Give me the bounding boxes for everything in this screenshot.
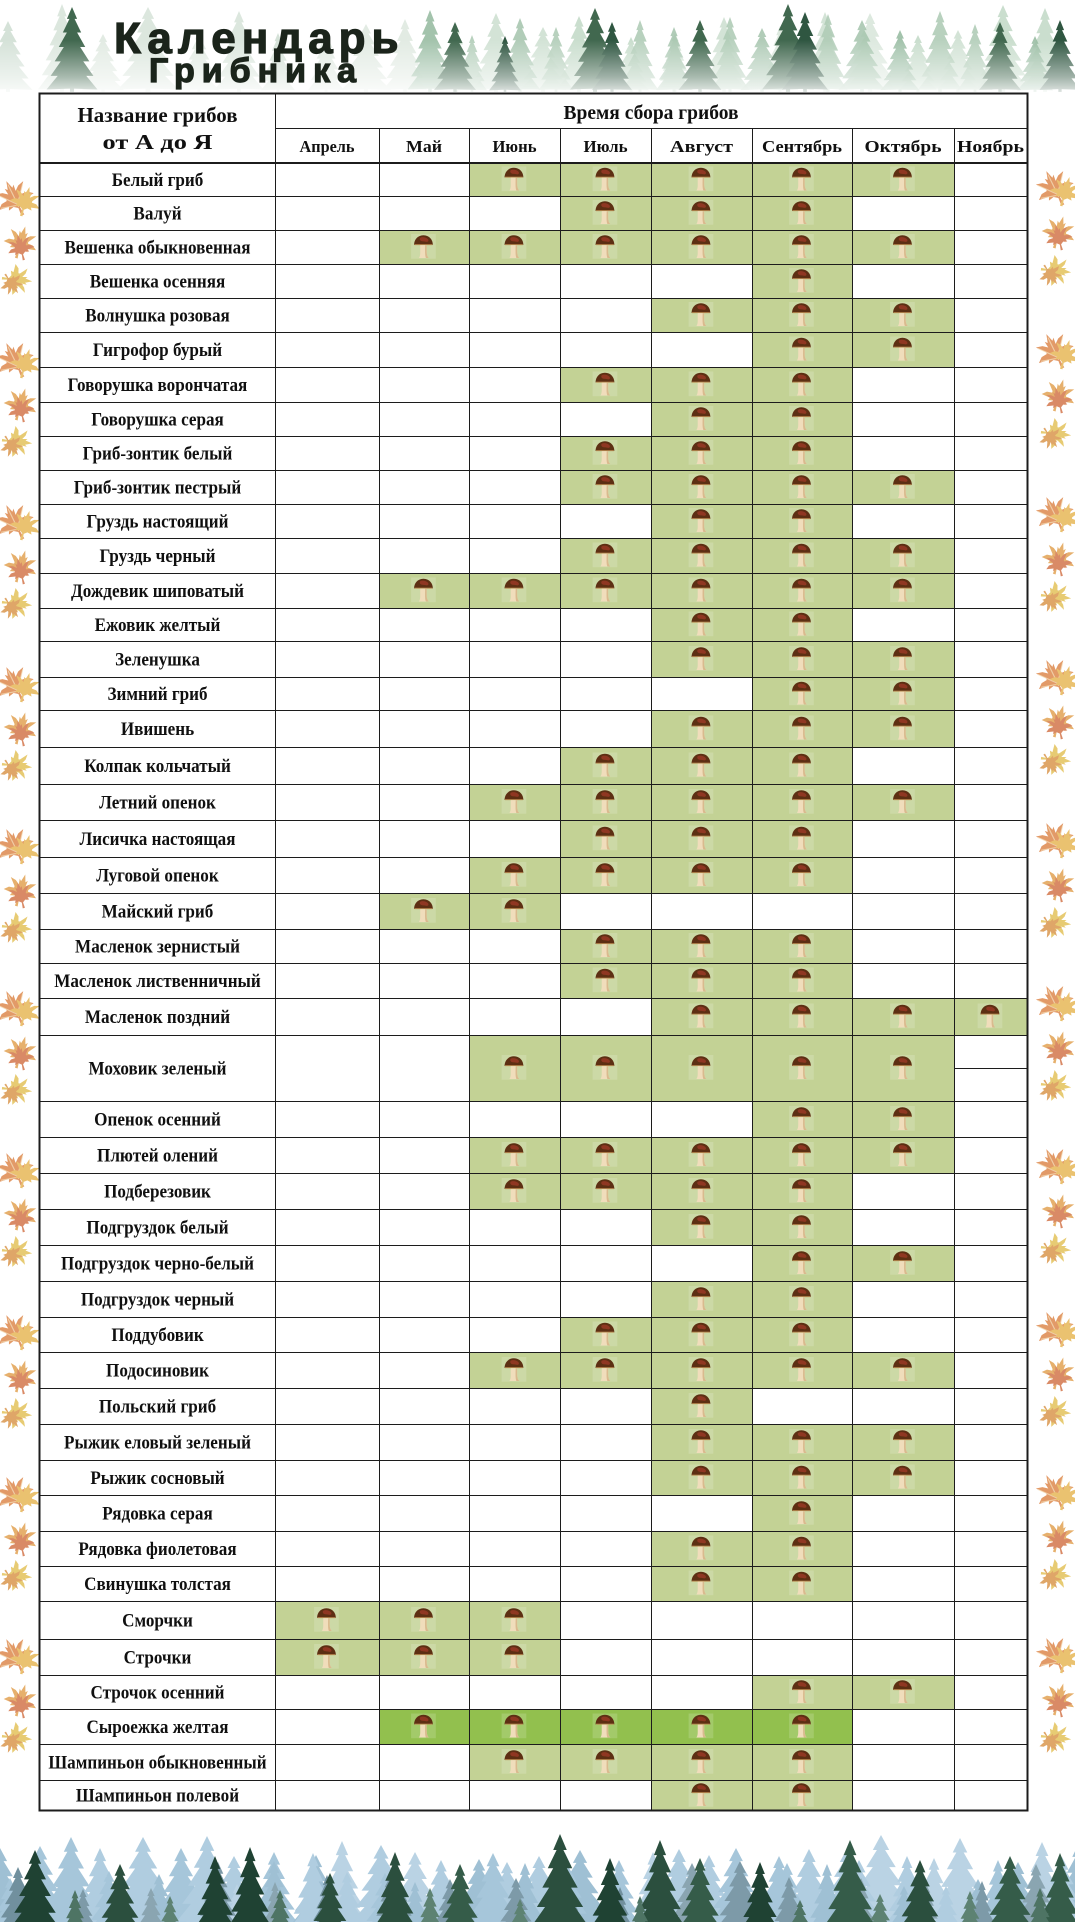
svg-text:Подгруздок белый: Подгруздок белый [86, 1218, 228, 1239]
svg-text:Дождевик шиповатый: Дождевик шиповатый [71, 581, 244, 602]
svg-text:Груздь черный: Груздь черный [99, 546, 215, 567]
svg-text:Масленок поздний: Масленок поздний [85, 1007, 230, 1028]
svg-text:от А до Я: от А до Я [103, 130, 213, 154]
svg-text:Сморчки: Сморчки [122, 1611, 193, 1632]
svg-text:Свинушка толстая: Свинушка толстая [84, 1574, 231, 1595]
svg-text:Шампиньон обыкновенный: Шампиньон обыкновенный [48, 1753, 266, 1774]
svg-text:Строчки: Строчки [124, 1648, 192, 1669]
svg-text:Зеленушка: Зеленушка [115, 650, 200, 671]
svg-text:Опенок осенний: Опенок осенний [94, 1110, 221, 1131]
svg-text:Подгруздок черный: Подгруздок черный [81, 1290, 234, 1311]
svg-text:Название грибов: Название грибов [78, 103, 238, 127]
svg-text:Плютей олений: Плютей олений [97, 1146, 218, 1167]
svg-text:Июль: Июль [584, 137, 628, 156]
svg-text:Вешенка осенняя: Вешенка осенняя [90, 272, 225, 293]
svg-text:Колпак кольчатый: Колпак кольчатый [84, 756, 231, 777]
svg-text:Летний опенок: Летний опенок [99, 793, 216, 814]
svg-text:Рядовка фиолетовая: Рядовка фиолетовая [78, 1539, 236, 1560]
svg-text:Луговой опенок: Луговой опенок [96, 866, 218, 887]
svg-text:Сентябрь: Сентябрь [762, 137, 842, 156]
svg-text:Гигрофор бурый: Гигрофор бурый [93, 340, 222, 361]
svg-text:Подосиновик: Подосиновик [106, 1361, 209, 1382]
svg-text:Сыроежка желтая: Сыроежка желтая [87, 1717, 229, 1738]
svg-text:Масленок зернистый: Масленок зернистый [75, 937, 240, 958]
svg-text:Август: Август [670, 137, 734, 156]
svg-text:Гриб-зонтик пестрый: Гриб-зонтик пестрый [74, 478, 242, 499]
svg-text:Вешенка обыкновенная: Вешенка обыкновенная [65, 238, 251, 259]
svg-text:Моховик зеленый: Моховик зеленый [89, 1059, 227, 1080]
svg-text:Июнь: Июнь [493, 137, 537, 156]
svg-text:Ноябрь: Ноябрь [957, 137, 1024, 156]
svg-text:Апрель: Апрель [300, 137, 355, 156]
svg-text:Груздь настоящий: Груздь настоящий [87, 512, 229, 533]
svg-text:Масленок лиственничный: Масленок лиственничный [54, 971, 261, 992]
svg-text:Лисичка настоящая: Лисичка настоящая [80, 829, 236, 850]
svg-text:Польский гриб: Польский гриб [99, 1397, 216, 1418]
svg-text:Подберезовик: Подберезовик [104, 1182, 211, 1203]
svg-text:Май: Май [406, 137, 442, 156]
svg-text:Рыжик еловый зеленый: Рыжик еловый зеленый [64, 1433, 251, 1454]
svg-text:Строчок осенний: Строчок осенний [90, 1683, 224, 1704]
svg-text:Октябрь: Октябрь [865, 137, 942, 156]
svg-text:Зимний гриб: Зимний гриб [107, 684, 207, 705]
svg-text:Шампиньон полевой: Шампиньон полевой [76, 1786, 239, 1807]
svg-text:Подгруздок черно-белый: Подгруздок черно-белый [61, 1254, 254, 1275]
svg-text:Белый гриб: Белый гриб [112, 170, 204, 191]
svg-text:Волнушка розовая: Волнушка розовая [85, 306, 230, 327]
svg-text:Гриб-зонтик белый: Гриб-зонтик белый [83, 444, 233, 465]
svg-text:Валуй: Валуй [133, 204, 181, 225]
svg-text:Время сбора грибов: Время сбора грибов [564, 102, 739, 124]
svg-text:Ивишень: Ивишень [121, 719, 194, 740]
svg-text:Рыжик сосновый: Рыжик сосновый [90, 1468, 224, 1489]
svg-text:Рядовка серая: Рядовка серая [102, 1504, 212, 1525]
svg-text:Говорушка серая: Говорушка серая [91, 410, 224, 431]
svg-text:Поддубовик: Поддубовик [111, 1325, 203, 1346]
svg-text:Говорушка ворончатая: Говорушка ворончатая [68, 375, 248, 396]
svg-text:Ежовик желтый: Ежовик желтый [95, 615, 221, 636]
svg-text:Майский гриб: Майский гриб [102, 902, 214, 923]
